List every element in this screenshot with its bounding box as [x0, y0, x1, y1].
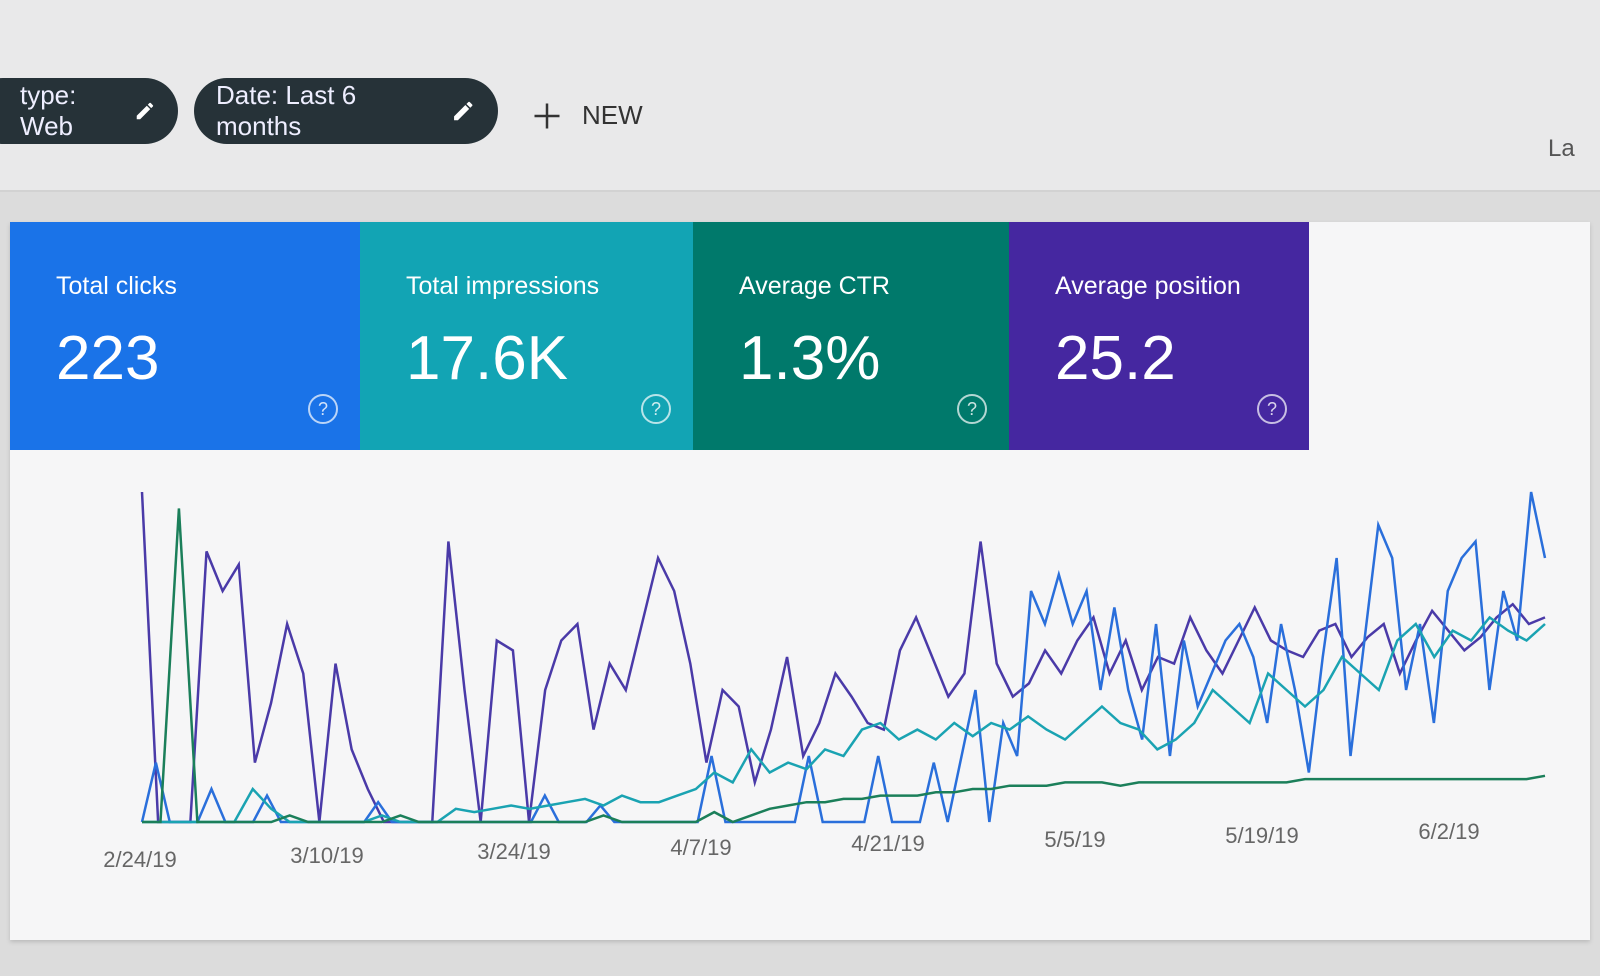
filter-bar: type: Web Date: Last 6 months NEW La	[0, 0, 1600, 192]
card-total-clicks[interactable]: Total clicks 223 ?	[10, 222, 360, 450]
card-average-ctr[interactable]: Average CTR 1.3% ?	[693, 222, 1009, 450]
performance-chart: 2/24/19 3/10/19 3/24/19 4/7/19 4/21/19 5/5/19…	[103, 491, 1547, 872]
card-average-position[interactable]: Average position 25.2 ?	[1009, 222, 1309, 450]
x-tick-label: 3/10/19	[290, 843, 363, 868]
x-tick-label: 5/19/19	[1225, 823, 1298, 848]
card-label: Average CTR	[739, 272, 890, 300]
card-total-impressions[interactable]: Total impressions 17.6K ?	[360, 222, 693, 450]
card-value: 1.3%	[739, 324, 881, 393]
card-label: Total clicks	[56, 272, 177, 300]
series-line-total-clicks	[140, 491, 1547, 824]
plus-icon	[534, 103, 560, 128]
help-icon[interactable]: ?	[957, 394, 987, 424]
pencil-icon[interactable]	[451, 98, 476, 124]
filter-chip-date[interactable]: Date: Last 6 months	[194, 78, 498, 144]
pencil-icon[interactable]	[134, 98, 156, 124]
filter-label: type: Web	[20, 80, 77, 141]
x-tick-label: 5/5/19	[1044, 827, 1105, 852]
truncated-text: La	[1548, 135, 1575, 162]
help-icon[interactable]: ?	[641, 394, 671, 424]
series-line-average-ctr	[142, 508, 1546, 824]
x-tick-label: 6/2/19	[1418, 819, 1479, 844]
series-line-total-impressions	[142, 615, 1546, 824]
new-filter-button[interactable]: NEW	[532, 100, 643, 131]
help-icon[interactable]: ?	[1257, 394, 1287, 424]
x-tick-label: 2/24/19	[103, 847, 176, 872]
help-icon[interactable]: ?	[308, 394, 338, 424]
card-label: Average position	[1055, 272, 1241, 300]
x-tick-label: 3/24/19	[477, 839, 550, 864]
x-tick-label: 4/7/19	[670, 835, 731, 860]
card-value: 223	[56, 324, 160, 393]
card-value: 25.2	[1055, 324, 1176, 393]
new-label: NEW	[582, 100, 643, 130]
x-tick-label: 4/21/19	[851, 831, 924, 856]
filter-label: Date: Last 6 months	[216, 80, 357, 141]
series-line-average-position	[140, 491, 1546, 824]
card-label: Total impressions	[406, 272, 600, 300]
performance-panel: Total clicks 223 ? Total impressions 17.…	[10, 222, 1590, 940]
card-value: 17.6K	[406, 324, 569, 393]
filter-chip-type[interactable]: type: Web	[0, 78, 178, 144]
